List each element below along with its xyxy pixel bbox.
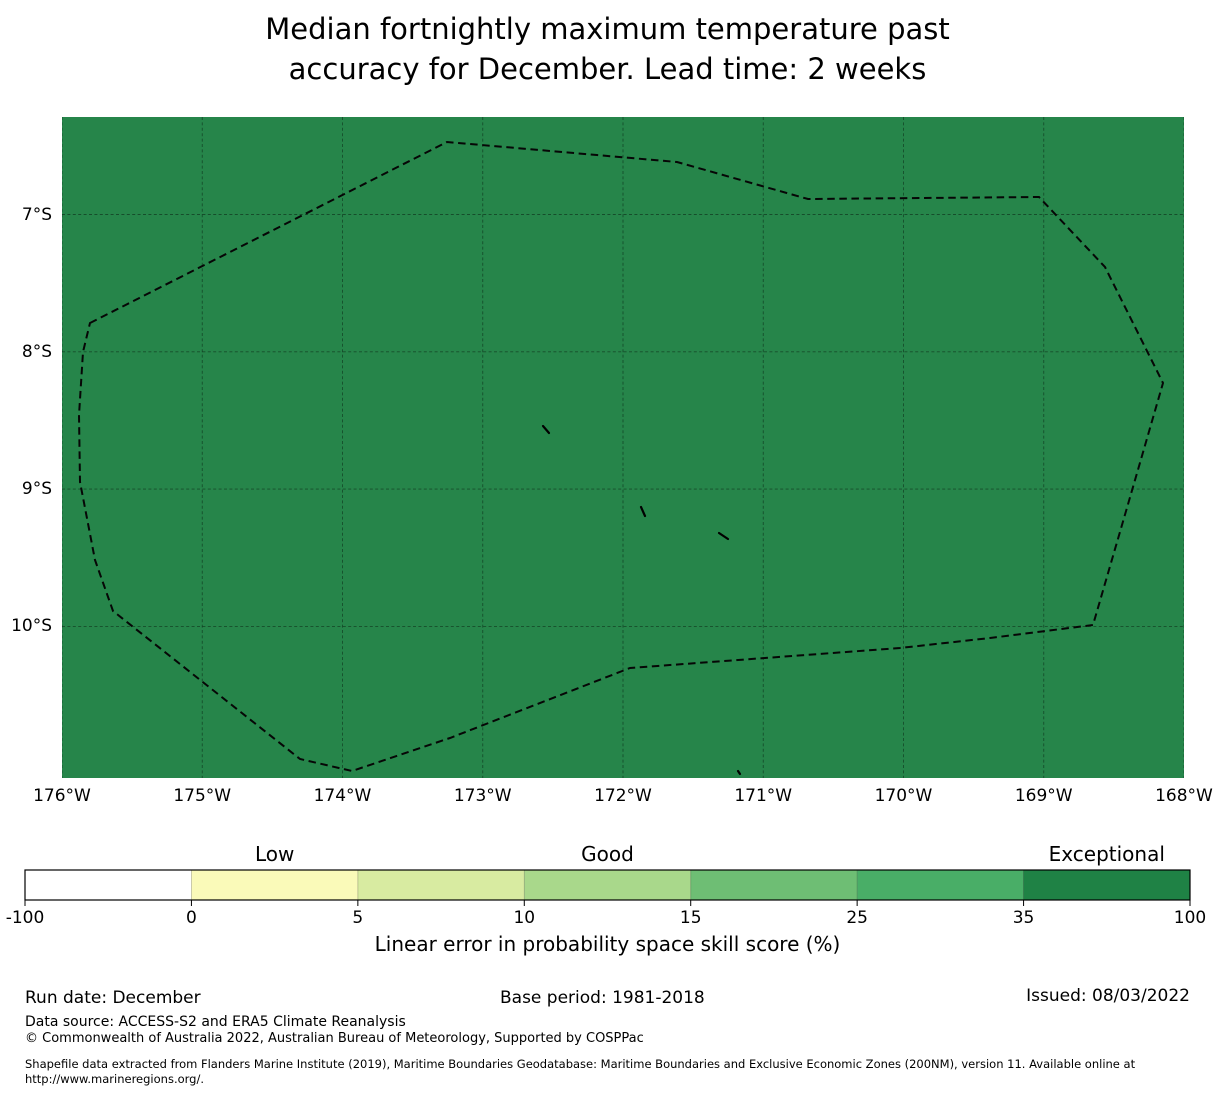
- footer-data-source: Data source: ACCESS-S2 and ERA5 Climate …: [25, 1014, 406, 1030]
- x-tick-label: 174°W: [313, 786, 372, 806]
- figure-title: Median fortnightly maximum temperature p…: [0, 9, 1215, 89]
- x-tick-label: 170°W: [874, 786, 933, 806]
- eez-region-fill: [62, 117, 1184, 778]
- x-tick-label: 172°W: [594, 786, 652, 806]
- colorbar-axis-label: Linear error in probability space skill …: [374, 932, 841, 956]
- footer-run-date: Run date: December: [25, 988, 201, 1008]
- colorbar-tick-label: 5: [352, 908, 364, 928]
- eez-boundary-dashed-line: [77, 140, 1165, 773]
- colorbar-category-label: Exceptional: [1048, 842, 1165, 866]
- x-tick-label: 173°W: [453, 786, 512, 806]
- colorbar-tick-label: 0: [186, 908, 197, 928]
- footer-shapefile-note-line1: Shapefile data extracted from Flanders M…: [25, 1057, 1136, 1071]
- island-mark: [717, 531, 730, 541]
- y-tick-label: 10°S: [11, 616, 52, 637]
- x-tick-label: 175°W: [173, 786, 232, 806]
- colorbar-segment: [357, 870, 525, 900]
- colorbar-segment: [524, 870, 691, 900]
- footer-issued-date: Issued: 08/03/2022: [1026, 986, 1190, 1006]
- figure-title-line1: Median fortnightly maximum temperature p…: [265, 12, 950, 46]
- footer-shapefile-note-line2: http://www.marineregions.org/.: [25, 1072, 204, 1086]
- x-tick-label: 168°W: [1155, 786, 1213, 806]
- colorbar-segment: [191, 870, 358, 900]
- figure-title-line2: accuracy for December. Lead time: 2 week…: [288, 52, 927, 86]
- colorbar-tick-label: 25: [846, 908, 868, 928]
- y-tick-label: 9°S: [21, 479, 52, 500]
- x-tick-label: 169°W: [1014, 786, 1073, 806]
- colorbar-segment: [25, 870, 192, 900]
- footer-base-period: Base period: 1981-2018: [500, 988, 705, 1008]
- colorbar-tick-label: 100: [1173, 908, 1207, 928]
- colorbar-tick-label: 35: [1012, 908, 1035, 928]
- island-mark: [541, 424, 551, 435]
- colorbar-border: [24, 869, 1191, 901]
- colorbar-category-label: Good: [581, 842, 634, 866]
- y-tick-label: 8°S: [21, 341, 52, 362]
- colorbar-tick-label: 10: [513, 908, 536, 928]
- colorbar-category-label: Low: [254, 842, 295, 866]
- map-plot-area: [62, 117, 1184, 778]
- colorbar-segment: [690, 870, 858, 900]
- y-tick-label: 7°S: [21, 204, 52, 225]
- colorbar-tick-label: 15: [679, 908, 702, 928]
- x-tick-label: 176°W: [33, 786, 91, 806]
- island-mark: [639, 505, 647, 518]
- x-tick-label: 171°W: [734, 786, 793, 806]
- island-mark: [736, 769, 742, 776]
- colorbar-segment: [857, 870, 1024, 900]
- colorbar: [24, 869, 1191, 906]
- colorbar-tick-label: -100: [5, 908, 45, 928]
- colorbar-segment: [1023, 870, 1190, 900]
- footer-copyright: © Commonwealth of Australia 2022, Austra…: [25, 1031, 644, 1046]
